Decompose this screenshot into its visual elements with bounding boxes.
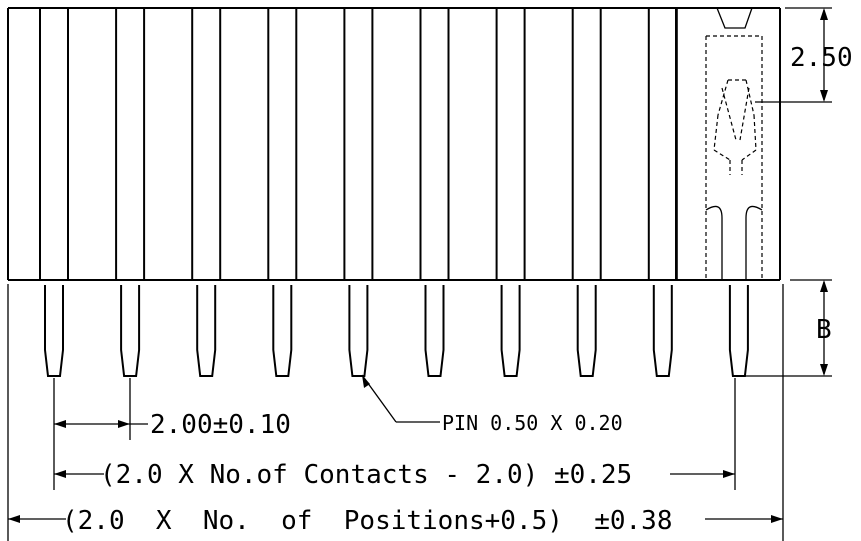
pin [196, 285, 217, 377]
contact-clip-detail [705, 7, 763, 280]
pin [348, 285, 369, 377]
dim-positions: (2.0 X No. of Positions+0.5) ±0.38 [7, 284, 784, 541]
dim-pin-length: B [745, 279, 832, 377]
pin-row [44, 285, 749, 377]
pin [728, 285, 749, 377]
dim-positions-label: (2.0 X No. of Positions+0.5) ±0.38 [62, 506, 672, 536]
pin [120, 285, 141, 377]
pin [424, 285, 445, 377]
dim-contacts: (2.0 X No.of Contacts - 2.0) ±0.25 [53, 378, 736, 490]
dim-clip-height: 2.50 [755, 7, 853, 103]
housing [7, 7, 781, 281]
pin [272, 285, 293, 377]
pin [652, 285, 673, 377]
pin [500, 285, 521, 377]
slot-divider-lines [39, 8, 678, 280]
dim-clip-height-label: 2.50 [790, 43, 853, 73]
dim-pitch-label: 2.00±0.10 [150, 410, 291, 440]
dim-contacts-label: (2.0 X No.of Contacts - 2.0) ±0.25 [100, 460, 632, 490]
pin [44, 285, 64, 377]
dim-pitch: 2.00±0.10 [53, 378, 291, 440]
pin [576, 285, 597, 377]
pin-callout-label: PIN 0.50 X 0.20 [442, 411, 623, 435]
dim-pin-length-label: B [816, 315, 832, 345]
pin-callout: PIN 0.50 X 0.20 [361, 374, 623, 435]
